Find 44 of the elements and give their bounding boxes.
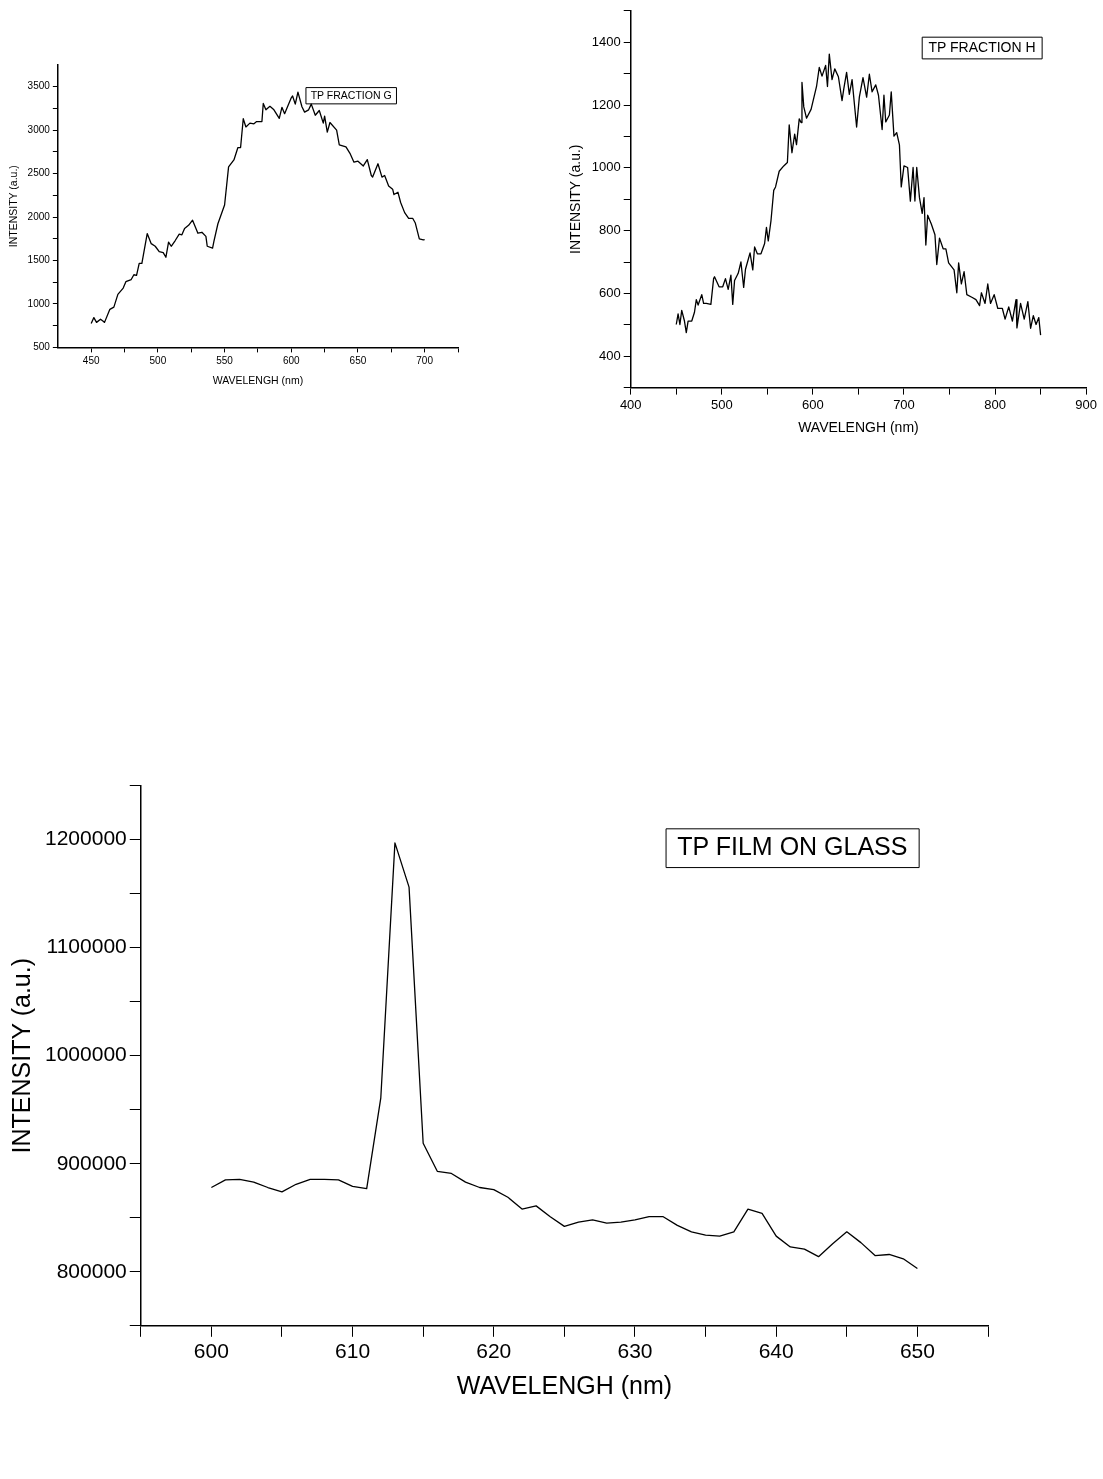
y-tick-label: 2000 (27, 210, 51, 222)
x-tick-label: 640 (758, 1339, 794, 1363)
y-tick-label: 1200000 (44, 826, 127, 850)
text: TP FRACTION H (928, 38, 1036, 55)
x-tick-label: 500 (710, 396, 733, 412)
x-tick-label: 700 (893, 396, 915, 412)
y-tick-label: 900000 (56, 1150, 127, 1174)
y-tick-label: 3000 (27, 123, 51, 135)
y-tick-label: 1000 (591, 159, 621, 175)
x-tick-label: 800 (984, 396, 1006, 412)
y-tick-label: 1000 (27, 297, 51, 309)
x-tick-label: 900 (1075, 396, 1098, 412)
y-tick-label: 1500 (27, 254, 51, 266)
y-axis-title: INTENSITY (a.u.) (567, 144, 584, 254)
y-axis-title: INTENSITY (a.u.) (6, 957, 35, 1154)
x-tick-label: 450 (82, 355, 100, 367)
y-tick-label: 1000000 (44, 1042, 127, 1066)
y-tick-label: 500 (33, 341, 51, 353)
y-tick-label: 2500 (27, 167, 51, 179)
y-tick-label: 1200 (591, 96, 621, 112)
y-tick-label: 1100000 (46, 934, 127, 958)
x-tick-label: 600 (282, 355, 301, 367)
y-tick-label: 1400 (591, 33, 621, 49)
y-tick-label: 600 (599, 284, 621, 300)
x-tick-label: 650 (899, 1339, 935, 1363)
x-tick-label: 400 (619, 396, 642, 412)
x-tick-label: 550 (216, 355, 234, 367)
text: TP FILM ON GLASS (677, 832, 908, 861)
x-tick-label: 610 (335, 1339, 371, 1363)
x-tick-label: 700 (416, 355, 434, 367)
x-tick-label: 650 (349, 355, 367, 367)
y-tick-label: 800000 (56, 1258, 127, 1282)
x-tick-label: 600 (802, 396, 824, 412)
y-tick-label: 3500 (27, 80, 51, 92)
x-tick-label: 500 (149, 355, 167, 367)
x-tick-label: 600 (193, 1339, 229, 1363)
x-axis-title: WAVELENGH (nm) (212, 373, 304, 386)
x-axis-title: WAVELENGH (nm) (798, 419, 919, 436)
x-tick-label: 630 (617, 1339, 653, 1363)
text: TP FRACTION G (310, 88, 392, 101)
x-tick-label: 620 (476, 1339, 512, 1363)
y-tick-label: 800 (599, 222, 621, 238)
y-axis-title: INTENSITY (a.u.) (7, 165, 20, 248)
x-axis-title: WAVELENGH (nm) (456, 1370, 673, 1399)
